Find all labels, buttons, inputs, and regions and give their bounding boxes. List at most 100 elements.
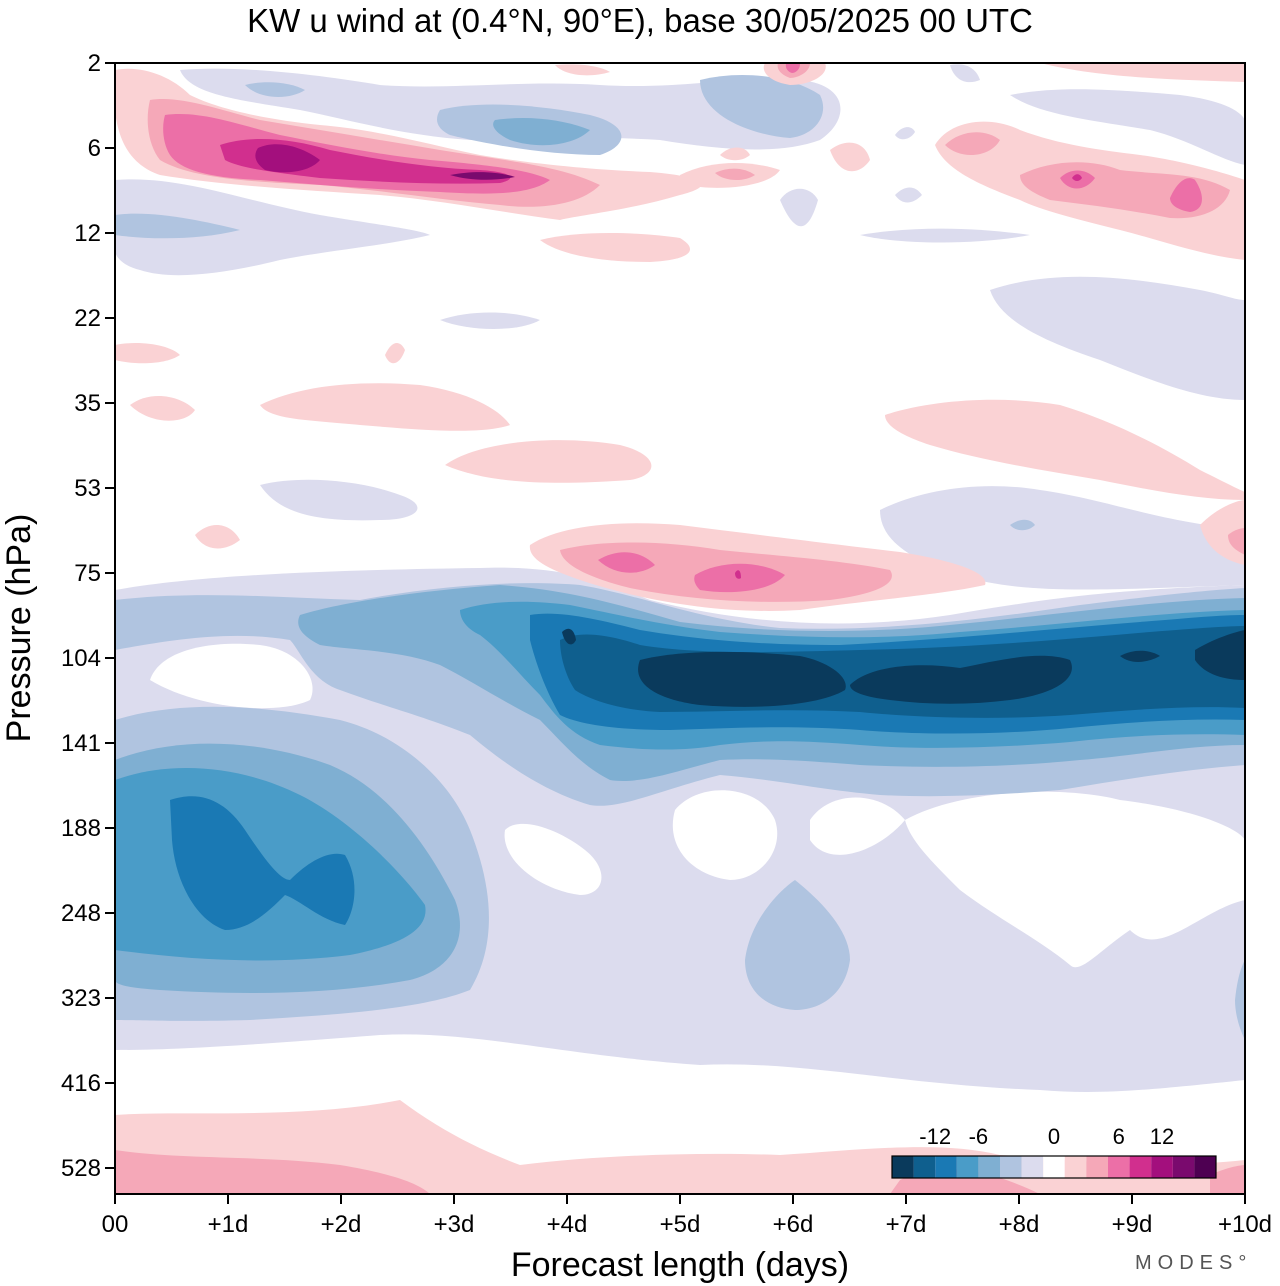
contour-pos-1 [540, 233, 690, 262]
contour-neg-faint [990, 276, 1245, 400]
colorbar-swatch [956, 1156, 979, 1178]
contour-neg-1 [245, 82, 305, 97]
contour-neg-3 [493, 118, 590, 146]
contour-neg-11 [638, 651, 846, 707]
contour-neg-1 [1010, 519, 1035, 531]
contour-pos-1 [1040, 63, 1245, 82]
y-axis: 2 6 12 22 35 53 75 104 141 188 248 323 416 528 [61, 50, 115, 1182]
contour-neg-7 [170, 796, 355, 930]
x-axis: 00 +1d +2d +3d +4d +5d +6d +7d +8d +9d +10d [102, 1194, 1272, 1238]
x-tick-label: +7d [886, 1211, 927, 1238]
y-tick-label: 12 [74, 220, 101, 247]
colorbar-swatch [1021, 1156, 1044, 1178]
colorbar-label: -6 [969, 1124, 989, 1149]
x-tick-label: +6d [773, 1211, 814, 1238]
contour-pos-1 [115, 343, 180, 364]
contour-neg-faint [115, 179, 430, 276]
chart-title: KW u wind at (0.4°N, 90°E), base 30/05/2… [247, 2, 1033, 39]
contour-pos-3 [1228, 528, 1245, 555]
contour-neg-faint [895, 127, 915, 140]
contour-pos-1 [130, 395, 195, 421]
y-tick-label: 2 [88, 50, 101, 77]
contour-pos-5 [785, 64, 800, 73]
colorbar-label: 12 [1150, 1124, 1174, 1149]
contour-pos-5 [1170, 178, 1202, 212]
contour-neg-faint [895, 187, 922, 203]
colorbar-swatch [935, 1156, 957, 1178]
contour-pos-5 [598, 552, 655, 573]
contour-pos-1 [555, 64, 610, 76]
colorbar-label: -12 [919, 1124, 951, 1149]
x-axis-title: Forecast length (days) [511, 1246, 849, 1284]
contour-pos-7 [1072, 174, 1082, 181]
y-tick-label: 141 [61, 730, 101, 757]
contour-field [115, 63, 1245, 1194]
x-tick-label: 00 [102, 1211, 129, 1238]
colorbar-swatch [1151, 1156, 1173, 1178]
colorbar-swatch [1000, 1156, 1022, 1178]
contour-neg-1 [1235, 960, 1245, 1040]
contour-neg-faint [780, 188, 818, 227]
colorbar-swatch [1129, 1156, 1152, 1178]
contour-zero-hole [905, 791, 1245, 968]
contour-neg-faint [860, 228, 1030, 243]
y-tick-label: 75 [74, 560, 101, 587]
contour-neg-faint [260, 479, 418, 521]
colorbar-frame [891, 1155, 1217, 1179]
contour-pos-7 [735, 570, 741, 579]
contour-neg-faint [950, 64, 980, 83]
contour-neg-11 [1120, 650, 1160, 662]
x-tick-label: +9d [1112, 1211, 1153, 1238]
y-tick-label: 248 [61, 900, 101, 927]
contour-neg-faint [880, 486, 1245, 590]
y-tick-label: 22 [74, 305, 101, 332]
y-tick-label: 528 [61, 1155, 101, 1182]
colorbar-label: 0 [1048, 1124, 1060, 1149]
x-tick-label: +3d [434, 1211, 475, 1238]
contour-pos-3 [715, 168, 755, 181]
contour-pos-1 [260, 383, 510, 431]
contour-zero-hole [810, 797, 905, 855]
contour-pos-1 [1200, 500, 1245, 565]
contour-pos-1 [830, 142, 870, 172]
contour-neg-11 [1195, 630, 1245, 680]
y-tick-label: 416 [61, 1070, 101, 1097]
contour-pos-1 [445, 440, 652, 483]
y-tick-label: 53 [74, 475, 101, 502]
colorbar-swatch [1172, 1156, 1195, 1178]
x-tick-label: +10d [1218, 1211, 1272, 1238]
contour-pos-1 [195, 524, 240, 549]
contour-pos-3 [1210, 1165, 1245, 1194]
colorbar-swatch [892, 1156, 914, 1178]
x-tick-label: +4d [547, 1211, 588, 1238]
colorbar-swatch [1108, 1156, 1130, 1178]
y-tick-label: 35 [74, 390, 101, 417]
contour-pos-3 [945, 132, 1000, 156]
contour-neg-1 [745, 880, 850, 1010]
colorbar-swatch [1194, 1156, 1216, 1178]
contour-pos-9 [255, 144, 320, 173]
x-tick-label: +2d [321, 1211, 362, 1238]
contour-neg-1 [700, 75, 824, 138]
contour-pos-3 [115, 1150, 430, 1194]
colorbar-swatch [1064, 1156, 1087, 1178]
contour-pos-1 [885, 399, 1245, 500]
modes-watermark: MODES° [1135, 1252, 1253, 1274]
y-tick-label: 323 [61, 985, 101, 1012]
y-tick-label: 6 [88, 135, 101, 162]
colorbar-swatch [1086, 1156, 1108, 1178]
contour-neg-11 [850, 655, 1072, 704]
contour-zero-hole [150, 643, 313, 709]
y-axis-title: Pressure (hPa) [0, 514, 38, 743]
x-tick-label: +8d [999, 1211, 1040, 1238]
x-tick-label: +5d [660, 1211, 701, 1238]
contour-pos-1 [720, 147, 750, 161]
contour-pos-11 [450, 172, 515, 180]
contour-neg-11 [562, 628, 576, 645]
contour-zero-hole [672, 790, 778, 880]
x-tick-label: +1d [208, 1211, 249, 1238]
y-tick-label: 188 [61, 815, 101, 842]
y-tick-label: 104 [61, 645, 101, 672]
contour-zero-hole [504, 823, 602, 895]
